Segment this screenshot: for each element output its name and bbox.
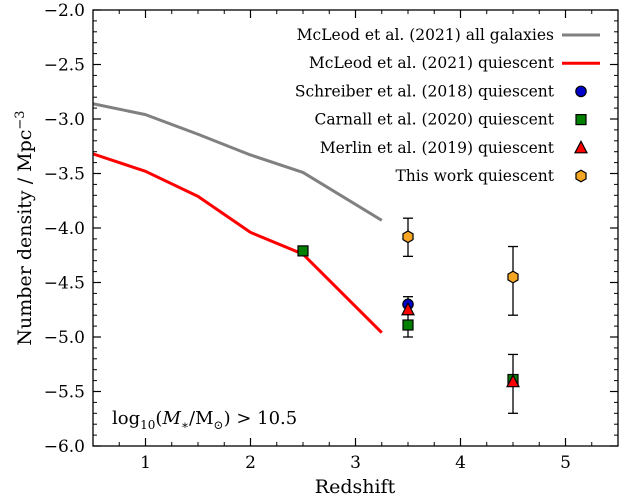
legend-marker-swatch (575, 85, 587, 98)
data-point-4-0 (401, 301, 415, 316)
y-axis-title-main: Number density / Mpc (14, 130, 36, 346)
series-line-1 (92, 152, 383, 334)
y-axis-title: Number density / Mpc−3 (13, 110, 36, 345)
legend: McLeod et al. (2021) all galaxies McLeod … (295, 26, 600, 185)
plot-area (92, 102, 520, 414)
y-tick-label: −4.0 (44, 219, 85, 239)
series-line-0 (92, 102, 383, 222)
y-tick-label: −3.0 (44, 110, 85, 130)
legend-label: This work quiescent (395, 167, 554, 185)
y-tick-label: −3.5 (44, 165, 85, 185)
data-point-5-1 (507, 270, 519, 284)
y-tick-label: −2.0 (44, 1, 85, 21)
legend-marker-swatch (575, 113, 587, 126)
y-tick-label: −6.0 (44, 437, 85, 457)
x-tick-label: 5 (560, 453, 571, 473)
y-axis-title-exponent: −3 (13, 110, 28, 129)
y-tick-label: −5.5 (44, 383, 85, 403)
x-axis-title: Redshift (315, 476, 396, 498)
legend-label: McLeod et al. (2021) all galaxies (297, 26, 554, 44)
legend-label: Carnall et al. (2020) quiescent (315, 111, 555, 129)
legend-entry-2: Schreiber et al. (2018) quiescent (295, 82, 587, 100)
y-tick-label: −4.5 (44, 274, 85, 294)
legend-entry-0: McLeod et al. (2021) all galaxies (297, 26, 600, 44)
y-tick-label: −2.5 (44, 56, 85, 76)
legend-marker-swatch (574, 140, 588, 154)
x-tick-label: 3 (350, 453, 361, 473)
plot-frame (92, 9, 619, 447)
mass-cut-annotation: log10(M∗/M⊙) > 10.5 (112, 408, 297, 432)
legend-entry-1: McLeod et al. (2021) quiescent (309, 54, 600, 72)
legend-entry-4: Merlin et al. (2019) quiescent (320, 139, 588, 157)
legend-entry-5: This work quiescent (395, 167, 587, 185)
axes: 1 2 3 4 5 −6.0 −5.5 −5.0 −4.5 −4.0 −3.5 −3.0 −2.5 −2.… (44, 1, 619, 473)
legend-label: Merlin et al. (2019) quiescent (320, 139, 555, 157)
legend-label: McLeod et al. (2021) quiescent (309, 54, 555, 72)
data-point-5-0 (402, 230, 414, 244)
x-tick-label: 2 (245, 453, 256, 473)
x-tick-label: 4 (455, 453, 466, 473)
legend-entry-3: Carnall et al. (2020) quiescent (315, 111, 587, 129)
data-point-4-1 (506, 373, 520, 388)
y-tick-label: −5.0 (44, 328, 85, 348)
data-point-3-1 (402, 319, 414, 331)
x-tick-label: 1 (140, 453, 151, 473)
data-point-3-0 (297, 245, 309, 257)
legend-label: Schreiber et al. (2018) quiescent (295, 82, 555, 100)
legend-marker-swatch (575, 169, 587, 183)
